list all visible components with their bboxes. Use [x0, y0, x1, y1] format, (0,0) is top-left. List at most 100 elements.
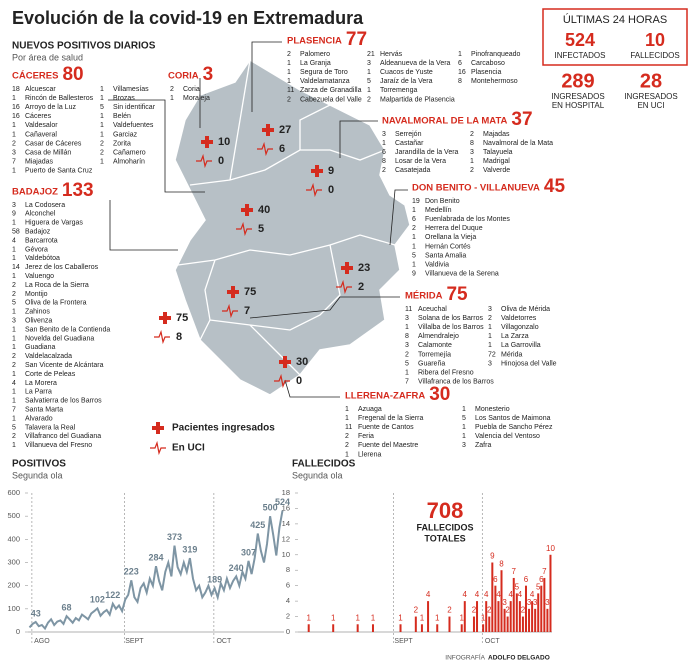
x-tick-label: OCT — [216, 638, 232, 645]
value-label: 3 — [533, 598, 538, 607]
area-town: Talayuela — [483, 149, 513, 156]
area-count: 1 — [100, 122, 104, 129]
area-count: 8 — [405, 333, 409, 340]
area-count: 16 — [12, 104, 20, 111]
area-count: 8 — [382, 158, 386, 165]
area-name: LLERENA-ZAFRA — [345, 391, 425, 402]
area-town: Santa Amalia — [425, 252, 466, 259]
bar — [512, 577, 515, 632]
area-count: 2 — [100, 140, 104, 147]
area-town: Barcarrota — [25, 237, 58, 244]
value-label: 6 — [524, 575, 529, 584]
value-label: 122 — [105, 590, 120, 600]
map-border — [299, 104, 331, 150]
total-label: FALLECIDOS — [416, 522, 473, 532]
area-town: Arroyo de la Luz — [25, 104, 76, 111]
area-count: 1 — [100, 113, 104, 120]
area-town: Aceuchal — [418, 306, 447, 313]
hospital-count: 40 — [258, 204, 270, 216]
area-town: Alvarado — [25, 415, 53, 422]
hospital-count: 10 — [218, 136, 230, 148]
area-town: San Benito de la Contienda — [25, 326, 110, 333]
title: Evolución de la covid-19 en Extremadura — [12, 8, 364, 28]
area-count: 1 — [12, 122, 16, 129]
y-tick-label: 4 — [286, 596, 290, 605]
area-town: Valdesalor — [25, 122, 58, 129]
credit-author: ADOLFO DELGADO — [488, 655, 550, 662]
area-town: La Zarza — [501, 333, 529, 340]
bar — [436, 624, 439, 632]
value-label: 3 — [545, 598, 550, 607]
area-count: 2 — [345, 433, 349, 440]
area-town: Casatejada — [395, 167, 431, 174]
area-count: 2 — [382, 167, 386, 174]
bar — [506, 616, 509, 632]
summary-label: EN UCI — [637, 101, 664, 110]
area-count: 1 — [12, 246, 16, 253]
map — [108, 41, 411, 398]
y-tick-label: 0 — [16, 627, 20, 636]
bar — [476, 601, 479, 632]
y-tick-label: 6 — [286, 581, 290, 590]
area-count: 5 — [12, 300, 16, 307]
area-count: 3 — [462, 442, 466, 449]
uci-icon — [150, 440, 166, 456]
area-town: Hervás — [380, 51, 403, 58]
area-count: 3 — [405, 315, 409, 322]
area-count: 1 — [405, 324, 409, 331]
area-town: Solana de los Barros — [418, 315, 483, 322]
area-total: 45 — [544, 176, 566, 197]
area-town: Badajoz — [25, 229, 51, 236]
area-town: Ribera del Fresno — [418, 370, 474, 377]
hospital-icon — [311, 165, 323, 177]
area-town: La Garrovilla — [501, 342, 541, 349]
area-name: NAVALMORAL DE LA MATA — [382, 116, 508, 127]
area-town: Cáceres — [25, 113, 52, 120]
bar — [488, 616, 491, 632]
value-label: 5 — [515, 582, 520, 591]
bar — [427, 601, 430, 632]
area-count: 2 — [12, 353, 16, 360]
area-count: 19 — [412, 198, 420, 205]
area-town: Oliva de la Frontera — [25, 300, 87, 307]
area-total: 80 — [62, 64, 83, 85]
hospital-count: 75 — [244, 286, 256, 298]
uci-icon — [154, 329, 170, 345]
bar — [448, 616, 451, 632]
area-town: Mérida — [501, 351, 523, 358]
value-label: 3 — [502, 598, 507, 607]
area-town: Villagonzalo — [501, 324, 539, 331]
bar — [497, 601, 500, 632]
area-town: Torremejía — [418, 351, 451, 358]
area-total: 133 — [62, 180, 94, 201]
area-town: Gévora — [25, 246, 48, 253]
hospital-icon — [341, 262, 353, 274]
value-label: 1 — [398, 613, 403, 622]
area-town: Carcaboso — [471, 60, 505, 67]
area-count: 1 — [12, 389, 16, 396]
bar — [528, 608, 531, 632]
value-label: 43 — [31, 608, 41, 618]
uci-count: 5 — [258, 223, 264, 235]
bar — [546, 608, 549, 632]
area-count: 5 — [100, 104, 104, 111]
summary-label: INGRESADOS — [624, 92, 677, 101]
area-count: 1 — [12, 326, 16, 333]
summary-label: EN HOSPITAL — [552, 101, 605, 110]
area-count: 21 — [367, 51, 375, 58]
area-town: Cañaveral — [25, 131, 57, 138]
area-town: Rincón de Ballesteros — [25, 95, 94, 102]
legend-label: En UCI — [172, 443, 205, 454]
area-total: 37 — [511, 109, 532, 130]
area-count: 2 — [170, 86, 174, 93]
area-town: Puebla de Sancho Pérez — [475, 424, 553, 431]
value-label: 68 — [62, 603, 72, 613]
value-label: 1 — [331, 613, 336, 622]
area-town: Zorita — [113, 140, 131, 147]
area-town: Feria — [358, 433, 374, 440]
value-label: 4 — [426, 590, 431, 599]
area-town: Guareña — [418, 360, 445, 367]
hospital-count: 30 — [296, 356, 308, 368]
area-town: Orellana la Vieja — [425, 234, 476, 241]
